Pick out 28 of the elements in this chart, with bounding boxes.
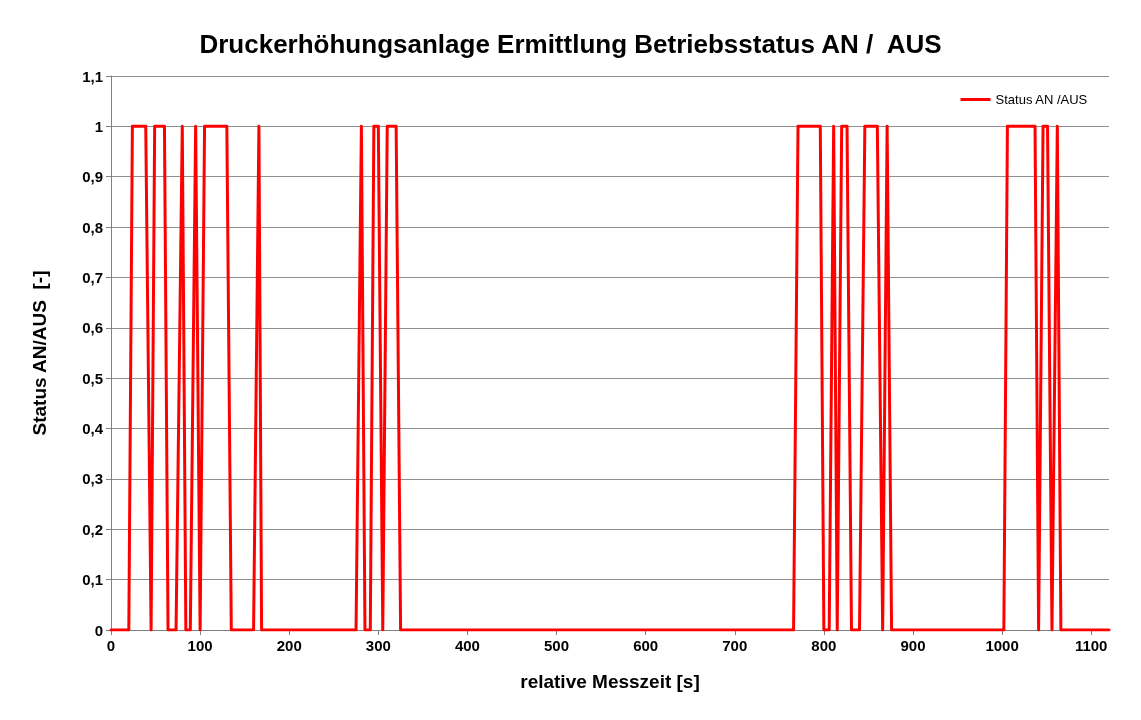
chart-title: Druckerhöhungsanlage Ermittlung Betriebsstatus AN / AUS [199,29,942,59]
x-tick-label: 1100 [1074,637,1108,654]
y-axis-title: Status AN/AUS [-] [29,270,50,436]
x-tick-label: 900 [900,637,926,654]
y-tick-label: 0,9 [82,168,103,186]
y-tick-label: 0,8 [82,218,103,236]
x-tick-label: 800 [811,637,837,654]
x-tick-label: 1000 [985,637,1019,654]
y-tick-label: 0 [94,621,103,639]
x-tick-label: 100 [187,637,213,654]
x-tick-label: 200 [276,637,302,654]
y-tick-label: 0,7 [82,268,103,286]
y-tick-label: 0,3 [82,470,103,488]
x-tick-label: 700 [722,637,748,654]
y-tick-label: 0,4 [82,420,104,438]
x-tick-label: 400 [454,637,480,654]
x-tick-label: 300 [365,637,391,654]
y-tick-label: 0,1 [82,571,103,589]
y-tick-label: 0,5 [82,369,103,387]
x-axis-title: relative Messzeit [s] [520,671,700,692]
y-tick-label: 1 [94,117,103,135]
x-tick-label: 500 [544,637,570,654]
x-tick-label: 0 [106,637,116,654]
legend-label: Status AN /AUS [995,92,1088,107]
y-tick-label: 0,6 [82,319,103,337]
y-tick-label: 1,1 [82,67,103,85]
y-tick-label: 0,2 [82,520,103,538]
x-tick-label: 600 [633,637,659,654]
